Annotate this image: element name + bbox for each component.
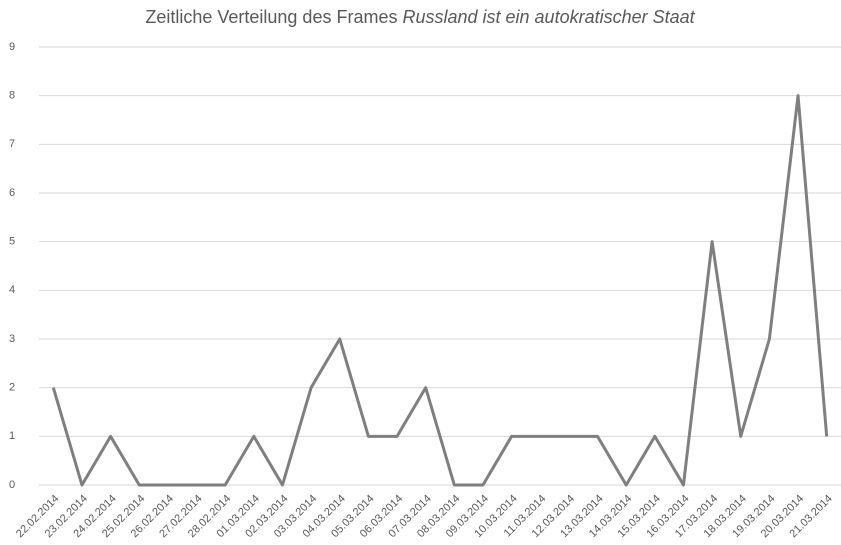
title-main: Zeitliche Verteilung des Frames: [145, 7, 397, 27]
y-tick-label: 9: [9, 41, 15, 53]
chart-title: Zeitliche Verteilung des Frames Russland…: [145, 7, 695, 27]
y-tick-label: 2: [9, 382, 15, 394]
y-tick-label: 0: [9, 479, 15, 491]
y-tick-label: 3: [9, 333, 15, 345]
y-tick-label: 6: [9, 187, 15, 199]
y-tick-label: 5: [9, 236, 15, 248]
y-tick-label: 7: [9, 138, 15, 150]
y-tick-label: 8: [9, 90, 15, 102]
line-series: [51, 94, 829, 487]
y-tick-label: 4: [9, 284, 15, 296]
title-emphasis: Russland ist ein autokratischer Staat: [402, 7, 695, 27]
y-tick-label: 1: [9, 430, 15, 442]
